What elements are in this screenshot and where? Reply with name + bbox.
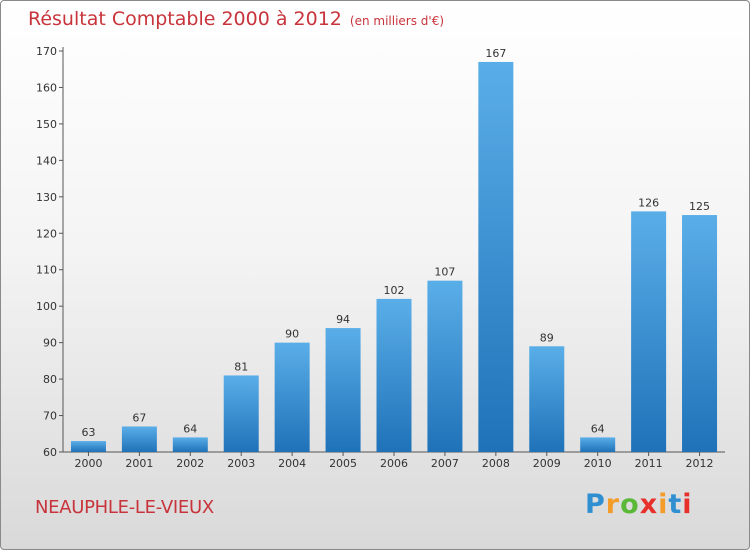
x-tick-label: 2009: [533, 457, 561, 470]
x-tick-label: 2004: [278, 457, 306, 470]
bar-value-label: 107: [434, 266, 455, 279]
bar: [580, 437, 616, 452]
bar-value-label: 67: [132, 411, 146, 424]
x-tick-label: 2012: [686, 457, 714, 470]
bar-value-label: 102: [384, 284, 405, 297]
chart-title-text: Résultat Comptable 2000 à 2012: [28, 8, 342, 30]
chart-title: Résultat Comptable 2000 à 2012 (en millie…: [28, 8, 444, 30]
bar: [631, 211, 667, 452]
x-tick-label: 2000: [74, 457, 102, 470]
y-tick-label: 160: [36, 81, 57, 94]
logo-letter: x: [639, 489, 659, 520]
x-tick-label: 2011: [635, 457, 663, 470]
logo-letter: P: [585, 489, 606, 520]
x-tick-label: 2005: [329, 457, 357, 470]
x-tick-label: 2006: [380, 457, 408, 470]
x-tick-label: 2008: [482, 457, 510, 470]
bar: [325, 328, 361, 452]
location-name: NEAUPHLE-LE-VIEUX: [35, 497, 214, 518]
bar: [223, 375, 259, 452]
bar-value-label: 125: [689, 200, 710, 213]
bar-value-label: 63: [81, 426, 95, 439]
logo-letter: i: [658, 489, 669, 520]
x-tick-label: 2010: [584, 457, 612, 470]
bar-value-label: 90: [285, 328, 299, 341]
y-tick-label: 150: [36, 118, 57, 131]
bar: [529, 346, 565, 452]
bar: [121, 426, 157, 452]
logo-letter: o: [620, 489, 640, 520]
y-tick-label: 130: [36, 191, 57, 204]
logo-letter: t: [668, 489, 683, 520]
bar: [70, 441, 106, 452]
y-tick-label: 90: [43, 337, 57, 350]
bar: [682, 215, 718, 452]
bar-value-label: 64: [183, 422, 197, 435]
proxiti-logo[interactable]: Proxiti: [585, 489, 693, 520]
bar-value-label: 126: [638, 196, 659, 209]
y-tick-label: 110: [36, 264, 57, 277]
x-tick-label: 2007: [431, 457, 459, 470]
x-tick-label: 2001: [125, 457, 153, 470]
y-tick-label: 80: [43, 373, 57, 386]
bar: [172, 437, 208, 452]
x-tick-label: 2002: [176, 457, 204, 470]
y-tick-label: 70: [43, 410, 57, 423]
y-tick-label: 60: [43, 446, 57, 459]
bar: [478, 61, 514, 452]
y-tick-label: 120: [36, 227, 57, 240]
bar-value-label: 167: [485, 47, 506, 60]
bar-value-label: 81: [234, 360, 248, 373]
bar: [427, 280, 463, 452]
bar-value-label: 64: [591, 422, 605, 435]
y-tick-label: 140: [36, 154, 57, 167]
bar-value-label: 94: [336, 313, 350, 326]
y-tick-label: 100: [36, 300, 57, 313]
bar: [376, 298, 412, 452]
chart-subtitle: (en milliers d'€): [349, 14, 445, 28]
x-tick-label: 2003: [227, 457, 255, 470]
logo-letter: r: [605, 489, 621, 520]
y-tick-label: 170: [36, 45, 57, 58]
bar: [274, 342, 310, 452]
bar-value-label: 89: [540, 331, 554, 344]
logo-letter: i: [682, 489, 693, 520]
